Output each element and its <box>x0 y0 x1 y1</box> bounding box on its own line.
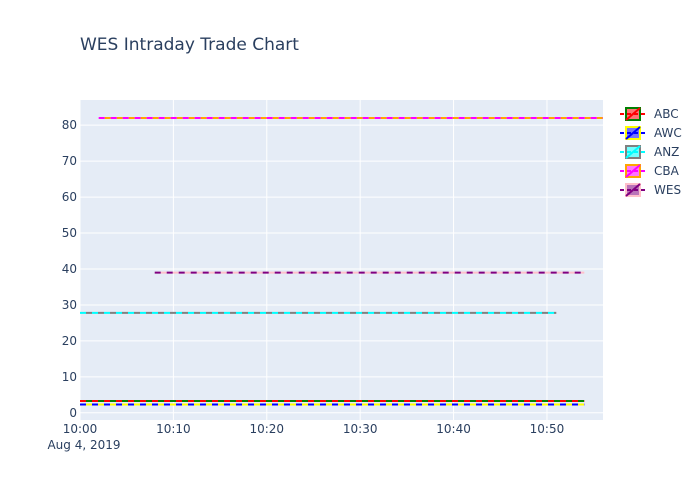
x-tick-label: 10:00 <box>63 422 98 436</box>
x-tick-label: 10:30 <box>343 422 378 436</box>
legend-label: ANZ <box>654 145 679 159</box>
legend-item-cba[interactable]: CBA <box>620 164 680 178</box>
x-tick-label: 10:10 <box>156 422 191 436</box>
legend-item-abc[interactable]: ABC <box>620 107 679 121</box>
legend-item-wes[interactable]: WES <box>620 183 681 197</box>
y-tick-label: 70 <box>62 154 77 168</box>
plot-area <box>80 100 603 420</box>
y-tick-label: 30 <box>62 298 77 312</box>
y-tick-label: 40 <box>62 262 77 276</box>
grid-layer <box>79 100 603 420</box>
y-tick-label: 80 <box>62 118 77 132</box>
legend-swatch-stroke <box>625 145 641 159</box>
y-tick-label: 10 <box>62 370 77 384</box>
y-tick-label: 50 <box>62 226 77 240</box>
legend-label: CBA <box>654 164 680 178</box>
x-tick-label: 10:20 <box>249 422 284 436</box>
x-tick-label: 10:50 <box>530 422 565 436</box>
legend-swatch-stroke <box>625 126 641 140</box>
legend-label: AWC <box>654 126 682 140</box>
legend-swatch-stroke <box>625 107 641 121</box>
chart-title: WES Intraday Trade Chart <box>80 35 299 55</box>
axis-layer: 0 10 20 30 40 50 60 70 80 10:00 10:10 10:20 10:30 10:… <box>62 118 565 436</box>
y-tick-label: 60 <box>62 190 77 204</box>
legend-item-anz[interactable]: ANZ <box>620 145 679 159</box>
legend-label: WES <box>654 183 681 197</box>
series-layer <box>80 116 603 406</box>
x-axis-date-label: Aug 4, 2019 <box>47 438 120 452</box>
x-tick-label: 10:40 <box>436 422 471 436</box>
legend-item-awc[interactable]: AWC <box>620 126 682 140</box>
legend-label: ABC <box>654 107 679 121</box>
legend-swatch-stroke <box>625 164 641 178</box>
legend-swatch-stroke <box>625 183 641 197</box>
legend[interactable]: ABC AWC ANZ CBA WES <box>620 107 682 197</box>
y-tick-label: 20 <box>62 334 77 348</box>
y-tick-label: 0 <box>69 406 77 420</box>
